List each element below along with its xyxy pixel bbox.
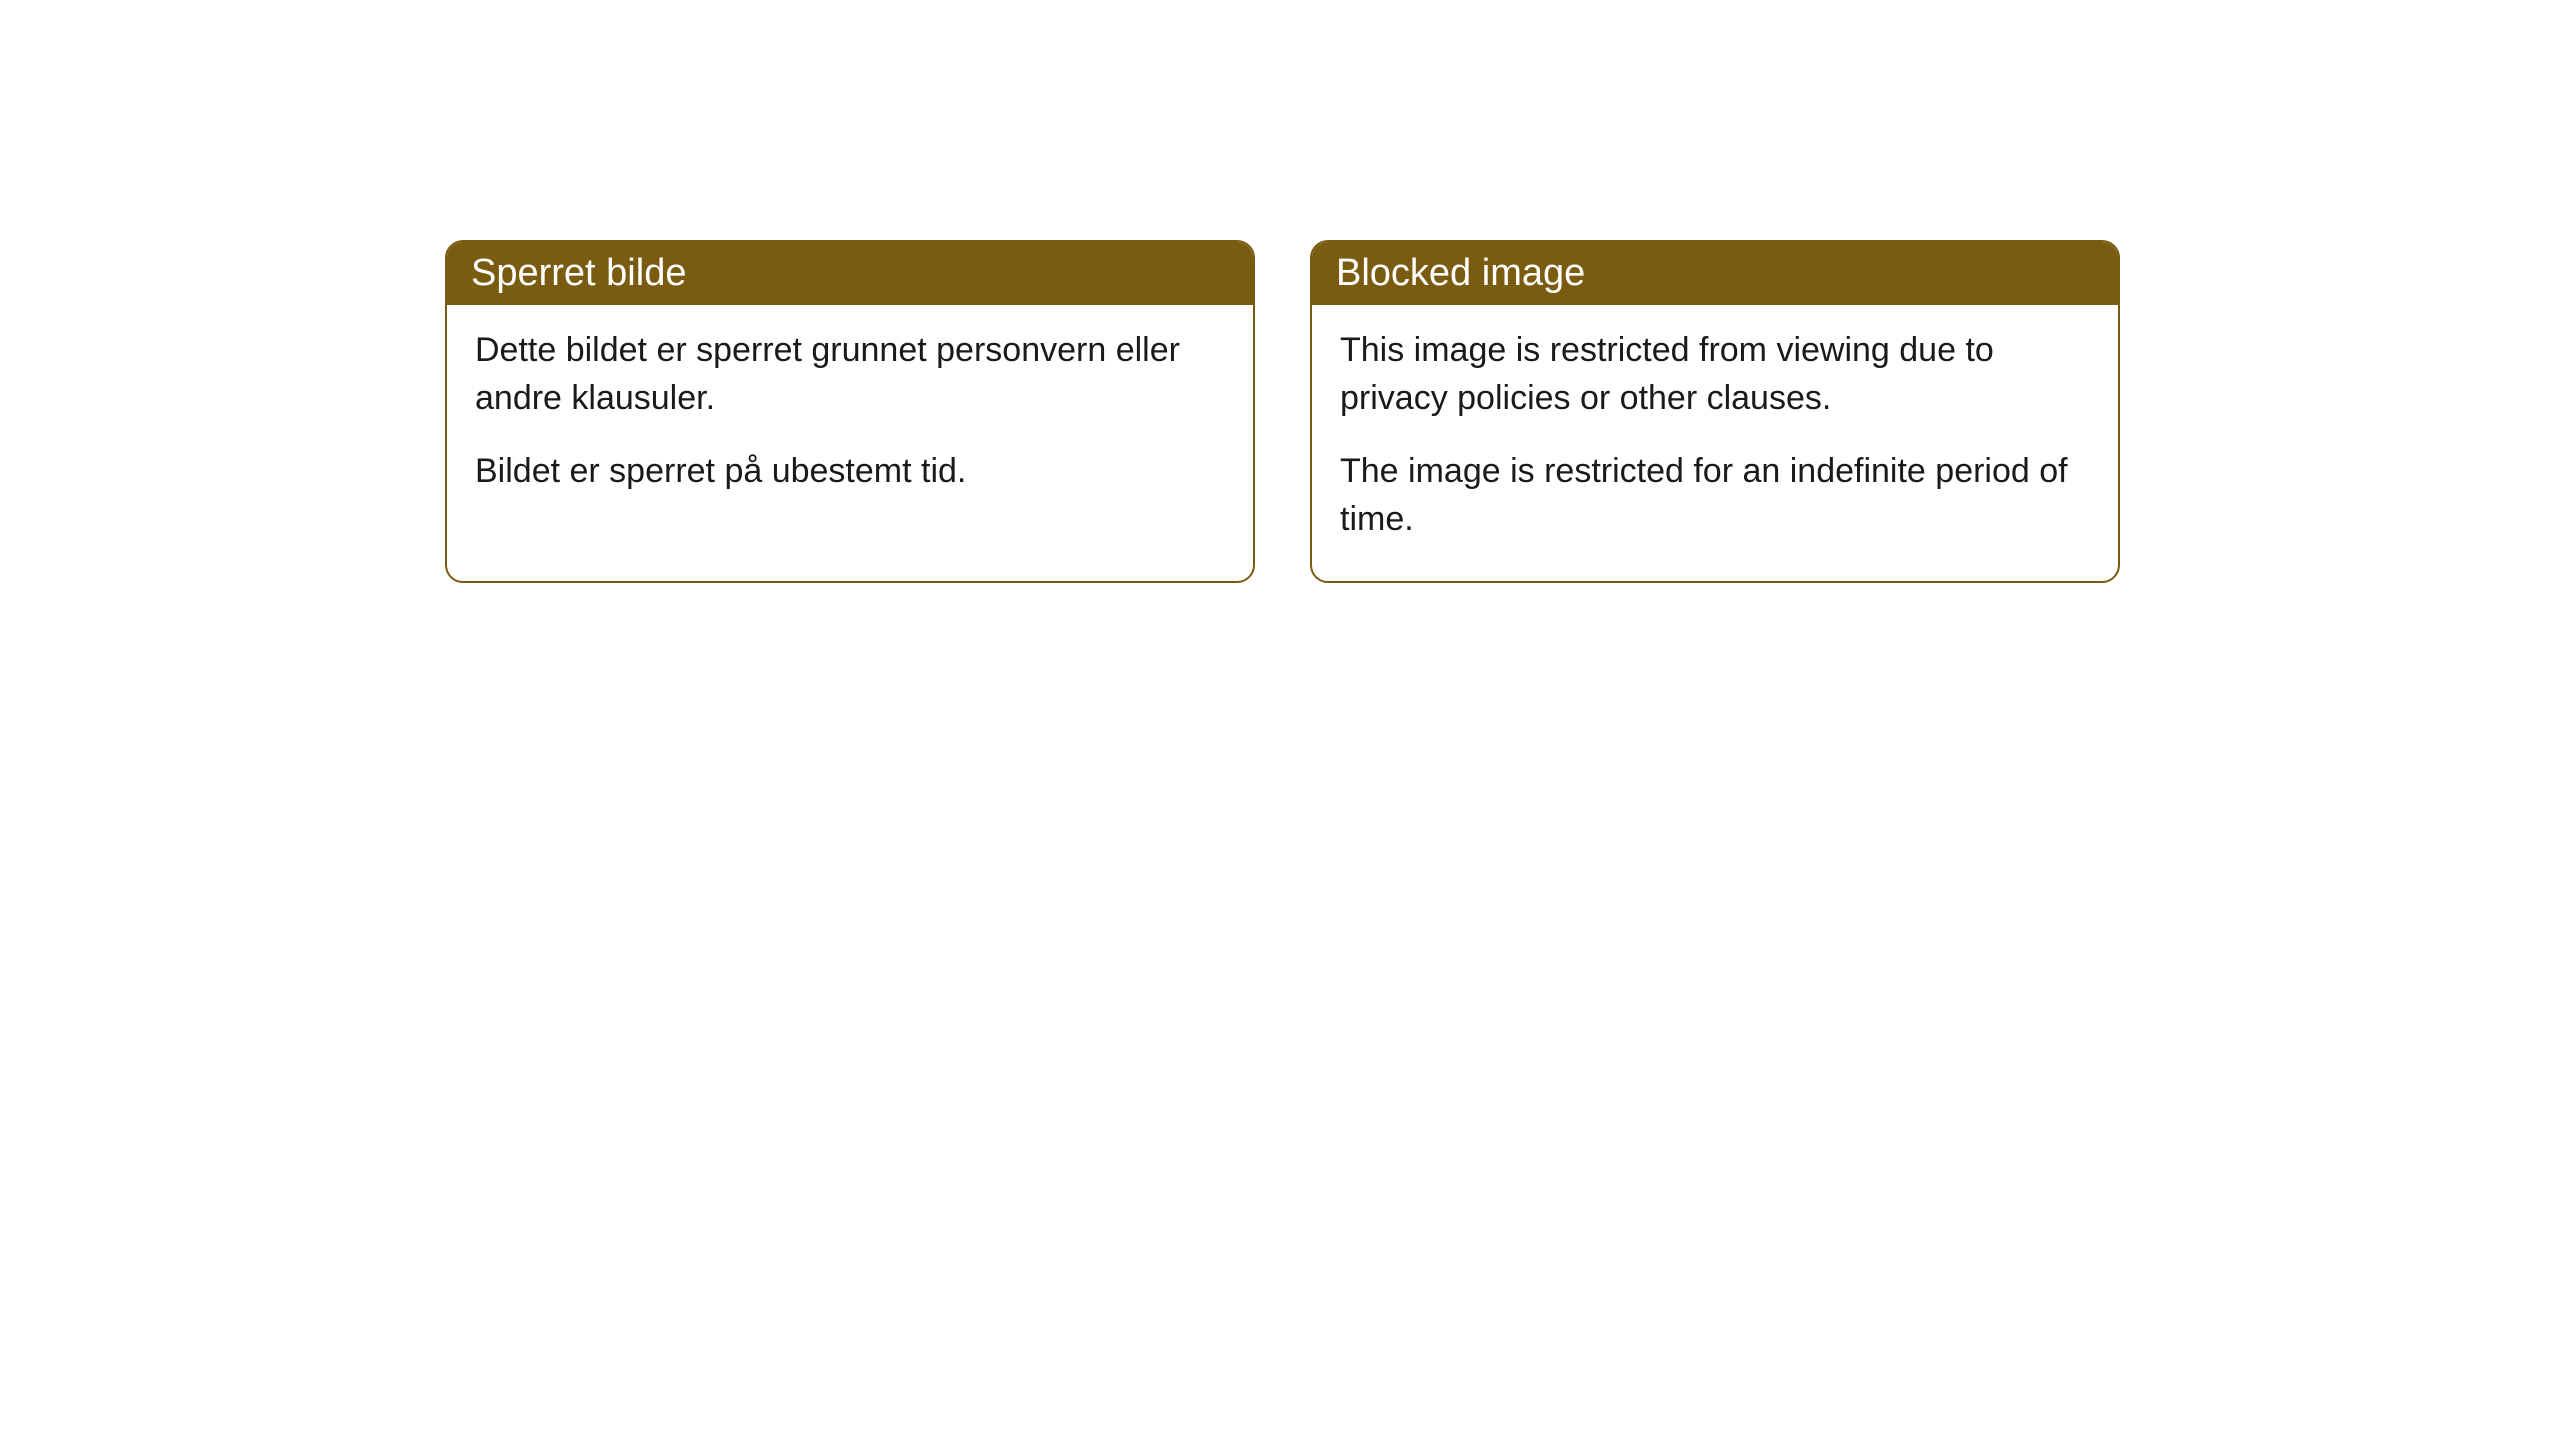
notice-paragraph: This image is restricted from viewing du… — [1340, 327, 2090, 422]
notice-title: Sperret bilde — [471, 252, 686, 294]
notice-box-english: Blocked image This image is restricted f… — [1310, 240, 2120, 583]
notice-header: Sperret bilde — [447, 242, 1253, 305]
notice-paragraph: The image is restricted for an indefinit… — [1340, 448, 2090, 543]
notice-title: Blocked image — [1336, 252, 1585, 294]
notice-body: This image is restricted from viewing du… — [1312, 305, 2118, 581]
notice-container: Sperret bilde Dette bildet er sperret gr… — [0, 0, 2560, 583]
notice-header: Blocked image — [1312, 242, 2118, 305]
notice-paragraph: Dette bildet er sperret grunnet personve… — [475, 327, 1225, 422]
notice-box-norwegian: Sperret bilde Dette bildet er sperret gr… — [445, 240, 1255, 583]
notice-body: Dette bildet er sperret grunnet personve… — [447, 305, 1253, 534]
notice-paragraph: Bildet er sperret på ubestemt tid. — [475, 448, 1225, 496]
